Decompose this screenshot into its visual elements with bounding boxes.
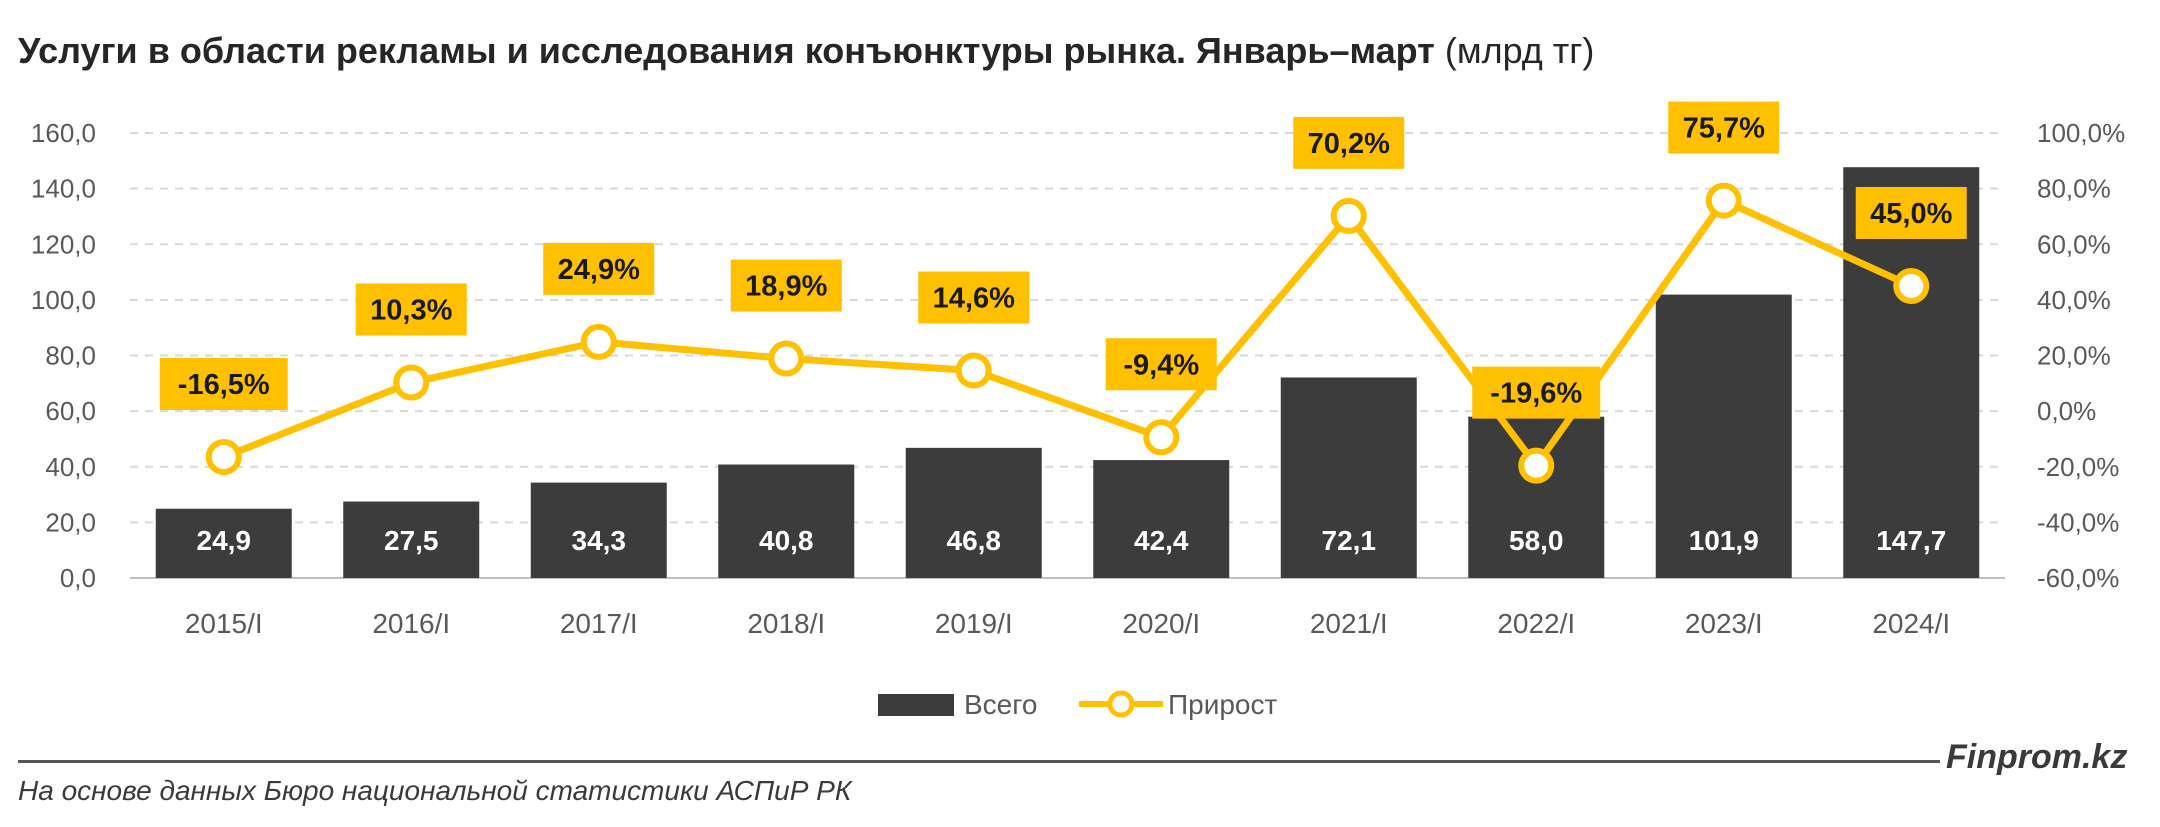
- chart-title-main: Услуги в области рекламы и исследования …: [18, 30, 1435, 71]
- growth-point: [393, 364, 430, 401]
- growth-label-box: [730, 259, 842, 312]
- y-right-tick-label: 0,0%: [2037, 396, 2096, 426]
- bar: [155, 508, 292, 578]
- y-left-tick-label: 160,0: [31, 118, 96, 148]
- growth-value-label: -16,5%: [178, 369, 270, 401]
- growth-point: [1518, 447, 1555, 484]
- y-left-tick-label: 40,0: [45, 452, 96, 482]
- footer-divider: [18, 760, 1940, 763]
- bar: [530, 482, 667, 578]
- chart-canvas: 0,0 20,0 40,0 60,0 80,0 100,0 120,0 140,0 160,0 -…: [31, 101, 2125, 720]
- growth-value-label: 45,0%: [1870, 198, 1952, 230]
- y-right-tick-label: -40,0%: [2037, 507, 2119, 537]
- legend-label-bar: Всего: [964, 689, 1037, 720]
- growth-point: [768, 340, 805, 377]
- y-right-tick-label: 60,0%: [2037, 229, 2111, 259]
- growth-value-label: -19,6%: [1490, 378, 1582, 410]
- y-left-tick-label: 100,0: [31, 285, 96, 315]
- bar-value-label: 42,4: [1134, 525, 1189, 556]
- y-left-tick-label: 0,0: [60, 563, 96, 593]
- y-right-tick-label: 20,0%: [2037, 341, 2111, 371]
- bar: [1468, 416, 1605, 578]
- bar-value-label: 147,7: [1876, 525, 1946, 556]
- bar-value-label: 46,8: [947, 525, 1002, 556]
- bar-value-label: 101,9: [1689, 525, 1759, 556]
- x-tick-label: 2017/I: [560, 608, 638, 639]
- y-left-tick-label: 60,0: [45, 396, 96, 426]
- growth-point: [1893, 267, 1930, 304]
- growth-label-box: [355, 283, 467, 336]
- chart-title-unit: (млрд тг): [1444, 30, 1595, 71]
- legend-swatch-point: [1107, 690, 1135, 718]
- growth-value-label: 70,2%: [1308, 128, 1390, 160]
- bar-value-label: 58,0: [1509, 525, 1564, 556]
- growth-point: [205, 439, 242, 476]
- growth-label-box: [1855, 186, 1967, 239]
- y-left-tick-label: 120,0: [31, 229, 96, 259]
- bar-value-label: 40,8: [759, 525, 814, 556]
- y-right-tick-label: -20,0%: [2037, 452, 2119, 482]
- x-tick-label: 2021/I: [1310, 608, 1388, 639]
- growth-label-box: [918, 271, 1030, 324]
- bar-value-label: 72,1: [1322, 525, 1377, 556]
- growth-label-box: [1293, 116, 1405, 169]
- brand-logo-text: Finprom.kz: [1946, 738, 2128, 776]
- x-tick-label: 2020/I: [1122, 608, 1200, 639]
- y-left-tick-label: 140,0: [31, 174, 96, 204]
- growth-value-label: -9,4%: [1123, 349, 1199, 381]
- growth-value-label: 18,9%: [745, 271, 827, 303]
- y-right-tick-label: 100,0%: [2037, 118, 2125, 148]
- growth-label-box: [1668, 101, 1780, 154]
- bar: [905, 447, 1042, 578]
- y-left-tick-label: 20,0: [45, 507, 96, 537]
- growth-point: [580, 323, 617, 360]
- bar: [1655, 294, 1792, 578]
- bar-value-label: 34,3: [572, 525, 627, 556]
- x-tick-label: 2018/I: [747, 608, 825, 639]
- y-right-tick-label: -60,0%: [2037, 563, 2119, 593]
- bar: [718, 464, 855, 578]
- growth-label-box: [159, 358, 288, 411]
- x-tick-label: 2015/I: [185, 608, 263, 639]
- x-tick-label: 2022/I: [1497, 608, 1575, 639]
- x-tick-label: 2023/I: [1685, 608, 1763, 639]
- y-right-tick-label: 40,0%: [2037, 285, 2111, 315]
- bar: [343, 501, 480, 578]
- x-tick-label: 2016/I: [372, 608, 450, 639]
- source-note: На основе данных Бюро национальной стати…: [18, 775, 852, 806]
- growth-label-box: [1105, 338, 1217, 391]
- growth-point: [955, 352, 992, 389]
- x-tick-label: 2019/I: [935, 608, 1013, 639]
- legend-label-line: Прирост: [1168, 689, 1277, 720]
- bar: [1280, 377, 1417, 578]
- growth-point: [1705, 182, 1742, 219]
- growth-label-box: [1472, 366, 1601, 419]
- growth-value-label: 14,6%: [933, 283, 1015, 315]
- growth-value-label: 75,7%: [1683, 113, 1765, 145]
- bar-value-label: 27,5: [384, 525, 439, 556]
- growth-point: [1330, 197, 1367, 234]
- growth-value-label: 24,9%: [558, 254, 640, 286]
- legend-swatch-bar: [878, 694, 954, 716]
- x-tick-label: 2024/I: [1872, 608, 1950, 639]
- growth-label-box: [543, 242, 655, 295]
- bar-value-label: 24,9: [197, 525, 252, 556]
- growth-value-label: 10,3%: [370, 294, 452, 326]
- growth-series-line: [222, 197, 1913, 470]
- chart-title: Услуги в области рекламы и исследования …: [18, 30, 1594, 72]
- y-right-tick-label: 80,0%: [2037, 174, 2111, 204]
- bar: [1093, 460, 1230, 578]
- growth-point: [1143, 419, 1180, 456]
- y-left-tick-label: 80,0: [45, 341, 96, 371]
